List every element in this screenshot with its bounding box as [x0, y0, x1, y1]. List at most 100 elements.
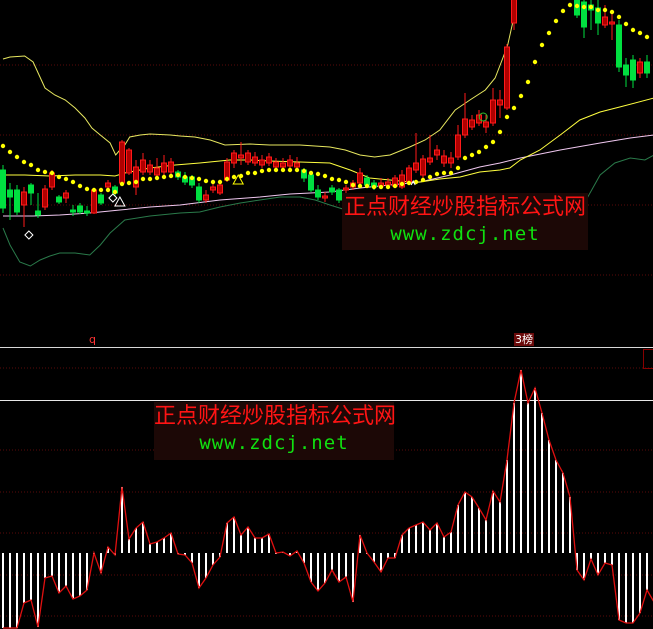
sar-dot — [7, 149, 13, 155]
histogram-bar — [345, 553, 347, 577]
sar-dot — [0, 143, 6, 149]
candle-body — [322, 195, 328, 199]
upper-band-line — [2, 0, 517, 158]
sar-dot — [175, 172, 181, 178]
up-candle — [462, 93, 468, 138]
scroll-edge-box[interactable] — [643, 349, 653, 369]
sar-dot — [602, 7, 608, 13]
candle-body — [609, 21, 615, 25]
triangle-marker-icon — [114, 195, 126, 207]
up-candle — [413, 133, 419, 173]
sar-dot — [182, 174, 188, 180]
up-candle — [21, 187, 27, 227]
sar-dot — [357, 183, 363, 189]
sar-dot — [406, 180, 412, 186]
watermark-url: www.zdcj.net — [199, 432, 349, 454]
indicator-label-left: q — [89, 333, 96, 346]
sar-dot — [203, 178, 209, 184]
histogram-bar — [499, 502, 501, 553]
candle-body — [238, 154, 244, 159]
histogram-bar — [541, 413, 543, 553]
up-candle — [266, 153, 272, 166]
sar-dot — [14, 154, 20, 160]
down-candle — [315, 185, 321, 200]
up-candle — [203, 190, 209, 203]
indicator-panel[interactable] — [2, 369, 653, 629]
down-candle — [14, 185, 20, 215]
candle-body — [161, 162, 167, 173]
sar-dot — [343, 179, 349, 185]
candle-body — [420, 158, 426, 176]
candle-body — [343, 187, 349, 191]
histogram-bar — [16, 553, 18, 628]
sar-dot — [63, 176, 69, 182]
up-candle — [231, 150, 237, 168]
histogram-bar — [261, 538, 263, 553]
candle-body — [280, 162, 286, 168]
candle-body — [385, 181, 391, 186]
sar-dot — [91, 187, 97, 193]
indicator-label-right: 3榜 — [514, 333, 534, 346]
sar-dot — [315, 171, 321, 177]
up-candle — [168, 158, 174, 175]
down-candle — [98, 193, 104, 205]
histogram-bar — [646, 553, 648, 590]
histogram-bar — [86, 553, 88, 590]
sar-dot — [469, 152, 475, 158]
histogram-bar — [513, 403, 515, 553]
histogram-bar — [373, 553, 375, 562]
sar-dot — [441, 170, 447, 176]
histogram-bar — [303, 553, 305, 563]
sar-dot — [511, 105, 517, 111]
candle-body — [287, 159, 293, 167]
sar-dot — [581, 4, 587, 10]
histogram-bar — [65, 553, 67, 586]
candle-body — [511, 0, 517, 24]
sar-dot — [399, 181, 405, 187]
sar-dot — [448, 170, 454, 176]
candle-body — [357, 172, 363, 184]
sar-dot — [637, 30, 643, 36]
up-candle — [357, 168, 363, 185]
histogram-bar — [359, 535, 361, 553]
sar-dot — [644, 34, 650, 40]
histogram-bar — [555, 460, 557, 553]
up-candle — [154, 158, 160, 178]
up-candle — [483, 115, 489, 133]
diamond-marker-icon — [108, 193, 118, 203]
candle-body — [630, 59, 636, 81]
candle-body — [581, 1, 587, 28]
candle-body — [602, 16, 608, 26]
sar-dot — [476, 149, 482, 155]
candle-body — [294, 162, 300, 168]
histogram-bar — [394, 553, 396, 558]
sar-dot — [560, 8, 566, 14]
histogram-bar — [184, 553, 186, 555]
sar-dot — [378, 184, 384, 190]
candle-body — [644, 61, 650, 74]
candle-body — [476, 114, 482, 124]
candle-body — [434, 149, 440, 156]
candle-body — [266, 156, 272, 164]
down-candle — [588, 0, 594, 30]
mid-band-line — [3, 97, 653, 183]
histogram-bar — [590, 553, 592, 559]
price-panel[interactable] — [0, 0, 653, 267]
sar-dot — [427, 174, 433, 180]
candle-body — [210, 186, 216, 191]
histogram-bar — [534, 388, 536, 553]
histogram-bar — [37, 553, 39, 627]
caret-marker-icon — [410, 179, 416, 186]
candle-body — [63, 192, 69, 199]
candle-body — [21, 191, 27, 206]
sar-dot — [595, 7, 601, 13]
sar-dot — [42, 169, 48, 175]
up-candle — [441, 150, 447, 167]
sar-dot — [70, 179, 76, 185]
sar-dot — [287, 167, 293, 173]
candle-body — [14, 189, 20, 213]
candle-body — [98, 194, 104, 204]
down-candle — [35, 193, 41, 218]
